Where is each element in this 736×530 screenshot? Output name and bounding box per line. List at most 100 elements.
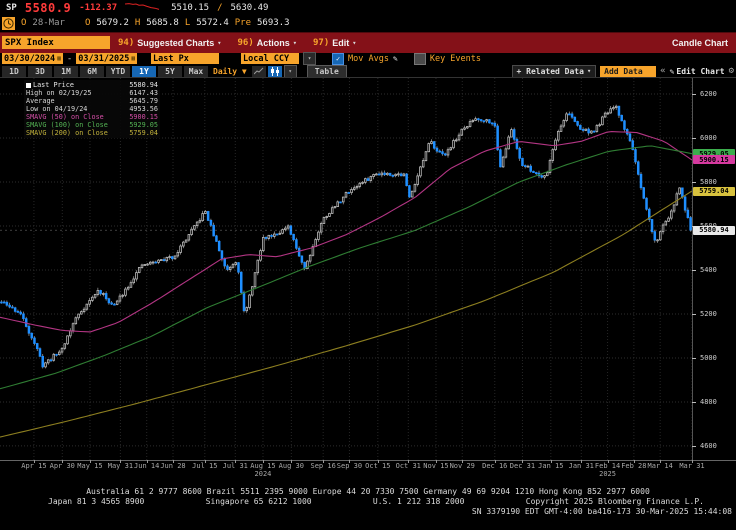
currency-select[interactable]: Local CCY [241, 53, 300, 64]
y-axis-label: 5800 [700, 178, 717, 187]
menu-bar: 94)Suggested Charts▾96)Actions▾97)Edit▾ … [0, 32, 736, 53]
year-label: 2025 [599, 470, 616, 478]
x-axis-label: Nov 15 [423, 462, 449, 470]
x-axis-label: Jul 15 [192, 462, 218, 470]
gear-icon[interactable]: ⚙ [728, 66, 734, 76]
date-from-field[interactable]: 03/30/2024 ▦ [2, 53, 63, 64]
mov-avgs-checkbox[interactable]: ✓ [332, 52, 345, 65]
x-axis-label: Oct 15 [365, 462, 391, 470]
y-axis-label: 5000 [700, 353, 717, 362]
chevron-down-icon: ▾ [217, 39, 222, 47]
y-axis-label: 5400 [700, 265, 717, 274]
period-tabs: 1D 3D 1M 6M YTD 1Y 5Y Max [2, 65, 208, 77]
pencil-icon[interactable]: ✎ [393, 54, 398, 63]
period-tab-6m[interactable]: 6M [80, 65, 104, 77]
x-axis-label: Feb 14 [594, 462, 621, 470]
x-axis-label: Apr 15 [21, 462, 47, 470]
range-low: 5510.15 [171, 2, 210, 13]
price-chart[interactable] [0, 78, 692, 460]
chevron-down-icon: ▾ [352, 39, 357, 47]
open-value: 5679.2 [96, 18, 129, 28]
ohlc-row: O 28-Mar O 5679.2 H 5685.8 L 5572.4 Pre … [0, 15, 736, 31]
swatch-icon [26, 82, 31, 88]
x-axis-label: Aug 30 [278, 462, 304, 470]
footer-item: Singapore 65 6212 1000 [205, 497, 312, 506]
menu-item-actions[interactable]: 96) Actions ▾ [237, 38, 298, 48]
price-field-select[interactable]: Last Px [151, 53, 220, 64]
legend-row: SMAVG (200) on Close 5759.04 [26, 129, 158, 137]
low-key: L [184, 18, 191, 28]
calendar-icon: ▦ [131, 55, 136, 62]
footer-item: Copyright 2025 Bloomberg Finance L.P. [525, 497, 704, 506]
x-axis-label: Jan 31 [568, 462, 594, 470]
x-axis-label: Jun 28 [160, 462, 186, 470]
edit-chart-button[interactable]: ✎ Edit Chart [669, 66, 725, 76]
x-axis-label: Jun 14 [134, 462, 160, 470]
range-slash: / [217, 2, 223, 13]
currency-dropdown-button[interactable]: ▾ [303, 52, 317, 65]
x-axis-label: Jan 15 [538, 462, 564, 470]
period-tab-1d[interactable]: 1D [2, 65, 26, 77]
x-axis-label: Oct 31 [395, 462, 421, 470]
period-tab-max[interactable]: Max [184, 65, 208, 77]
period-toolbar: 1D 3D 1M 6M YTD 1Y 5Y Max Daily ▼ ▾ Table [0, 64, 736, 78]
toolbar-right: + Related Data ▾ Add Data « ✎ Edit Chart … [511, 64, 734, 78]
key-events-label: Key Events [429, 53, 482, 64]
security-input[interactable] [2, 36, 110, 49]
x-axis-label: Apr 30 [49, 462, 75, 470]
chart-legend: Last Price 5580.94 High on 02/19/25 6147.43… [24, 80, 160, 138]
price-change: -112.37 [79, 2, 118, 13]
x-axis-label: May 15 [77, 462, 103, 470]
footer-item: Japan 81 3 4565 8900 [48, 497, 145, 506]
legend-row: Low on 04/19/24 4953.56 [26, 105, 158, 113]
pencil-icon: ✎ [669, 66, 675, 76]
period-tab-3d[interactable]: 3D [28, 65, 52, 77]
x-axis-label: Mar 14 [647, 462, 673, 470]
collapse-icon[interactable]: « [660, 66, 666, 76]
range-high: 5630.49 [230, 2, 269, 13]
menu-items: 94) Suggested Charts ▾ 96) Actions ▾ 97) Edit ▾ [118, 33, 356, 53]
add-data-input[interactable]: Add Data [600, 65, 657, 77]
period-tab-1y[interactable]: 1Y [132, 65, 156, 77]
date-to-field[interactable]: 03/31/2025 ▦ [76, 53, 138, 64]
prev-key: Pre [234, 18, 252, 28]
session-date: 28-Mar [32, 18, 65, 28]
legend-row: Average 5645.79 [26, 97, 158, 105]
high-value: 5685.8 [146, 18, 179, 28]
ticker-symbol: SP [6, 2, 17, 13]
line-chart-icon-button[interactable] [251, 65, 266, 77]
x-axis-label: Dec 31 [509, 462, 536, 470]
key-events-checkbox[interactable]: ✓ [413, 52, 426, 65]
footer-line3: SN 3379190 EDT GMT-4:00 ba416-173 30-Mar… [471, 507, 732, 516]
high-key: H [134, 18, 141, 28]
open-key: O [84, 18, 91, 28]
low-value: 5572.4 [196, 18, 229, 28]
clock-icon [2, 16, 15, 30]
last-price: 5580.9 [24, 0, 72, 15]
period-tab-ytd[interactable]: YTD [106, 65, 130, 77]
table-button[interactable]: Table [306, 64, 347, 78]
prev-value: 5693.3 [257, 18, 290, 28]
menu-item-suggested-charts[interactable]: 94) Suggested Charts ▾ [118, 38, 222, 48]
period-tab-1m[interactable]: 1M [54, 65, 78, 77]
period-tab-5y[interactable]: 5Y [158, 65, 182, 77]
y-axis-label: 5200 [700, 309, 717, 318]
x-axis-label: Sep 30 [336, 462, 363, 470]
interval-select[interactable]: Daily ▼ [213, 66, 247, 76]
x-axis-label: Feb 28 [621, 462, 647, 470]
settings-row: 03/30/2024 ▦ - 03/31/2025 ▦ Last Px Local … [2, 52, 482, 65]
mov-avgs-label: Mov Avgs [348, 53, 389, 64]
x-axis-label: Mar 31 [679, 462, 705, 470]
candle-chart-icon-button[interactable] [267, 65, 282, 77]
chevron-down-icon: ▾ [292, 39, 297, 47]
chart-type-dropdown-button[interactable]: ▾ [283, 64, 297, 78]
price-badge: 5900.15 [693, 155, 735, 165]
menu-item-edit[interactable]: 97) Edit ▾ [313, 38, 357, 48]
price-badge: 5580.94 [693, 225, 735, 235]
session-key: O [21, 18, 27, 28]
related-data-button[interactable]: + Related Data ▾ [511, 64, 597, 78]
footer-item: U.S. 1 212 318 2000 [372, 497, 465, 506]
legend-row: SMAVG (50) on Close 5900.15 [26, 113, 158, 121]
quote-row: SP 5580.9 -112.37 5510.15 / 5630.49 [0, 0, 736, 15]
